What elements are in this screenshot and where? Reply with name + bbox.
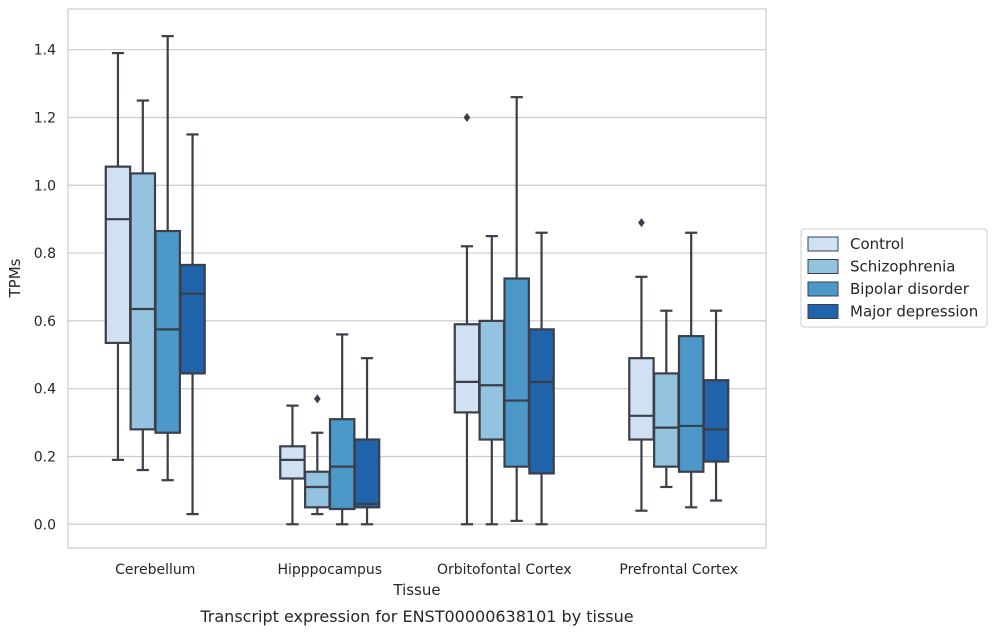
box-iqr: [653, 372, 680, 468]
box-iqr: [677, 335, 705, 473]
outlier-point: [638, 218, 645, 228]
legend-frame: [800, 228, 988, 328]
box-iqr: [328, 418, 356, 511]
box-control: [104, 51, 132, 461]
outlier-point: [463, 112, 471, 122]
box-control: [628, 218, 655, 512]
box-iqr: [453, 323, 481, 414]
legend-label: Bipolar disorder: [850, 280, 970, 298]
chart-caption: Transcript expression for ENST0000063810…: [199, 607, 633, 626]
box-iqr: [478, 319, 506, 441]
plot-frame: [67, 8, 767, 549]
box-iqr: [104, 165, 132, 345]
legend-swatch: [807, 281, 839, 297]
box-iqr: [353, 438, 381, 509]
box-iqr: [279, 445, 306, 480]
y-tick-label: 1.0: [34, 178, 56, 194]
box-schizophrenia: [478, 235, 506, 526]
box-control: [279, 404, 306, 526]
x-tick-labels: Cerebellum Hipppocampus Orbitofontal Corte…: [115, 562, 738, 578]
box-major-depression: [702, 309, 730, 502]
y-tick-label: 0.6: [34, 314, 56, 330]
box-major-depression: [528, 231, 555, 526]
box-bipolar-disorder: [503, 96, 530, 522]
box-bipolar-disorder: [677, 231, 705, 509]
y-axis-label: TPMs: [6, 258, 24, 298]
y-tick-label: 0.4: [34, 382, 56, 398]
x-tick-label: Prefrontal Cortex: [619, 562, 738, 578]
box-iqr: [129, 172, 157, 431]
box-bipolar-disorder: [154, 35, 181, 482]
y-tick-label: 1.2: [34, 110, 56, 126]
box-schizophrenia: [129, 99, 157, 472]
y-tick-label: 0.2: [34, 449, 56, 465]
box-iqr: [628, 357, 655, 441]
box-iqr: [304, 470, 331, 509]
legend-swatch: [807, 259, 839, 274]
box-iqr: [528, 328, 555, 475]
y-tick-labels: 0.0 0.2 0.4 0.6 0.8 1.0 1.2 1.4: [34, 43, 56, 534]
legend-label: Schizophrenia: [850, 258, 955, 276]
y-tick-label: 0.8: [34, 246, 56, 262]
box-schizophrenia: [653, 309, 680, 489]
box-iqr: [503, 277, 530, 468]
legend: Control Schizophrenia Bipolar disorder Majo…: [800, 228, 988, 328]
box-major-depression: [353, 357, 381, 526]
x-axis-label: Tissue: [392, 581, 440, 599]
x-tick-label: Cerebellum: [115, 562, 195, 578]
box-schizophrenia: [304, 394, 331, 516]
x-tick-label: Orbitofontal Cortex: [437, 562, 572, 578]
outlier-point: [313, 394, 321, 404]
box-iqr: [702, 379, 730, 463]
box-iqr: [154, 229, 181, 434]
box-bipolar-disorder: [328, 333, 356, 526]
legend-label: Control: [850, 235, 904, 253]
box-iqr: [179, 263, 206, 375]
box-groups: [104, 35, 730, 526]
box-control: [453, 112, 481, 526]
legend-label: Major depression: [850, 303, 978, 321]
y-tick-label: 1.4: [34, 43, 56, 59]
legend-swatch: [807, 304, 839, 319]
box-major-depression: [179, 133, 206, 516]
x-tick-label: Hipppocampus: [277, 562, 382, 578]
y-tick-label: 0.0: [34, 517, 56, 533]
legend-swatch: [807, 236, 839, 252]
